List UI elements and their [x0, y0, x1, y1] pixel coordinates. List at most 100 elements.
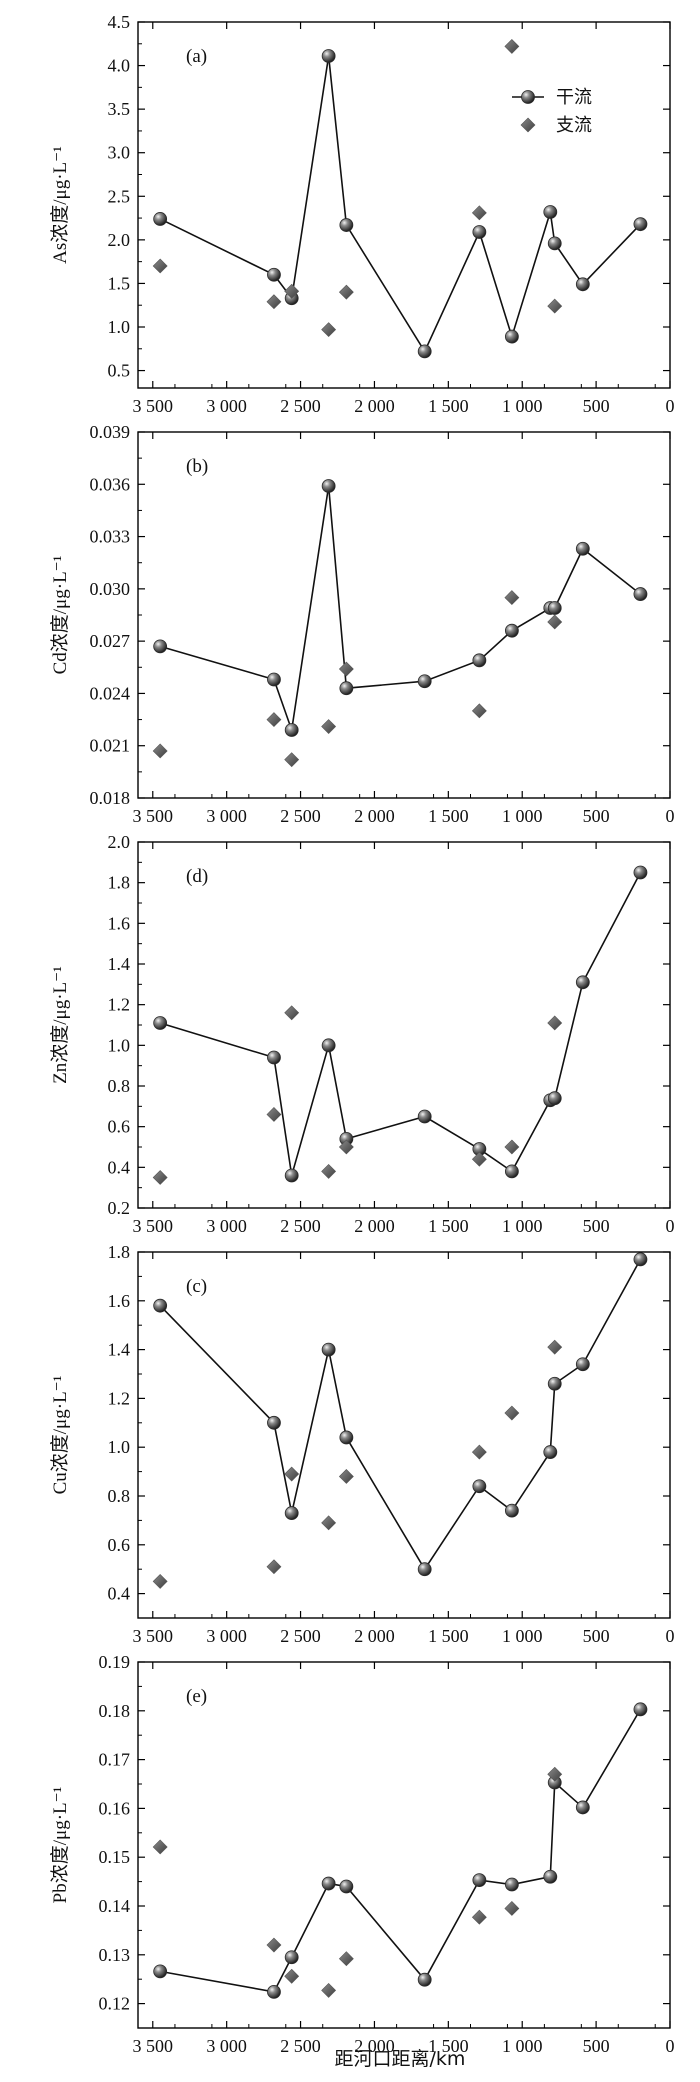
data-point-tributary	[504, 590, 520, 605]
y-tick-label: 1.2	[108, 995, 131, 1015]
data-point-mainstream	[284, 1168, 299, 1183]
x-tick-label: 1 000	[502, 396, 543, 416]
y-tick-label: 0.6	[108, 1535, 131, 1555]
data-point-tributary	[321, 1982, 337, 1998]
data-point-tributary	[504, 1139, 520, 1155]
series-mainstream	[153, 479, 648, 737]
panel-label: (e)	[186, 1686, 207, 1707]
data-point-mainstream	[472, 1479, 487, 1494]
data-point-mainstream	[284, 723, 299, 737]
chart-panel-1: 3 500 3 000 2 500 2 000 1 500 1 000 500 0 0.5 1.0…	[49, 12, 675, 416]
data-point-mainstream	[472, 225, 487, 239]
data-point-mainstream	[284, 1506, 299, 1520]
legend-label-mainstream: 干流	[556, 87, 592, 108]
x-tick-label: 0	[666, 1626, 675, 1646]
data-point-mainstream	[284, 1950, 299, 1965]
x-tick-label: 0	[666, 1216, 675, 1236]
data-point-tributary	[471, 1909, 487, 1925]
data-point-tributary	[547, 1015, 563, 1031]
y-tick-label: 0.8	[108, 1486, 131, 1506]
data-point-tributary	[338, 1951, 354, 1967]
y-tick-label: 0.2	[108, 1198, 131, 1218]
x-tick-label: 500	[583, 2036, 610, 2056]
data-point-tributary	[338, 284, 354, 300]
legend-label-tributary: 支流	[556, 115, 592, 136]
data-point-mainstream	[575, 277, 590, 292]
x-tick-label: 1 500	[428, 1626, 469, 1646]
x-tick-label: 2 500	[280, 2036, 321, 2056]
chart-panel-3: 3 500 3 000 2 500 2 000 1 500 1 000 500 0 0.2 0.4…	[49, 832, 675, 1236]
x-tick-label: 2 000	[354, 1626, 395, 1646]
y-tick-label: 1.4	[108, 954, 131, 974]
plot-frame	[137, 841, 671, 1209]
data-point-tributary	[284, 752, 300, 768]
panel-label: (d)	[186, 866, 208, 887]
x-tick-label: 500	[583, 806, 610, 826]
x-tick-label: 1 000	[502, 1626, 543, 1646]
x-tick-label: 3 500	[133, 806, 174, 826]
y-tick-label: 1.0	[108, 1035, 131, 1055]
x-tick-label: 1 500	[428, 396, 469, 416]
x-tick-label: 3 000	[206, 1626, 247, 1646]
data-point-mainstream	[504, 1503, 519, 1518]
data-point-mainstream	[472, 1873, 487, 1888]
x-tick-label: 1 000	[502, 2036, 543, 2056]
data-point-tributary	[284, 1968, 300, 1984]
data-point-mainstream	[547, 1091, 562, 1106]
y-tick-label: 0.024	[90, 683, 131, 703]
y-tick-label: 0.6	[108, 1117, 131, 1137]
data-point-mainstream	[153, 639, 168, 654]
x-tick-label: 1 500	[428, 1216, 469, 1236]
data-point-tributary	[471, 1151, 487, 1167]
y-tick-label: 0.4	[108, 1584, 131, 1604]
series-line	[160, 1708, 642, 1993]
x-tick-label: 500	[583, 396, 610, 416]
y-tick-label: 1.6	[108, 1291, 131, 1311]
data-point-tributary	[321, 1515, 337, 1531]
data-point-mainstream	[633, 587, 648, 601]
data-point-tributary	[152, 1573, 168, 1589]
panels-group: 3 500 3 000 2 500 2 000 1 500 1 000 500 0 0.5 1.0…	[49, 12, 675, 2056]
y-axis-label: As浓度/μg·L⁻¹	[49, 146, 71, 264]
x-tick-label: 3 000	[206, 1216, 247, 1236]
series-mainstream	[153, 1252, 648, 1577]
y-tick-label: 1.5	[108, 273, 131, 293]
data-point-mainstream	[547, 1376, 562, 1391]
series-tributary	[152, 38, 563, 338]
x-tick-label: 2 500	[280, 1216, 321, 1236]
y-tick-label: 1.6	[108, 913, 131, 933]
plot-frame	[137, 1251, 671, 1619]
y-tick-label: 2.0	[108, 230, 131, 250]
series-tributary	[152, 1339, 563, 1589]
data-point-tributary	[471, 205, 487, 221]
series-tributary	[152, 1766, 563, 1998]
plot-frame	[137, 1661, 671, 2029]
x-tick-label: 3 500	[133, 1626, 174, 1646]
x-tick-label: 1 000	[502, 806, 543, 826]
data-point-tributary	[321, 1163, 337, 1179]
data-point-mainstream	[543, 1445, 558, 1459]
y-tick-label: 0.030	[90, 579, 131, 599]
y-tick-label: 0.5	[108, 361, 131, 381]
x-tick-label: 3 000	[206, 2036, 247, 2056]
data-point-tributary	[266, 1937, 282, 1953]
y-tick-label: 4.5	[108, 12, 131, 32]
x-tick-label: 1 000	[502, 1216, 543, 1236]
y-tick-label: 1.2	[108, 1388, 131, 1408]
y-tick-label: 0.16	[99, 1798, 131, 1818]
data-point-mainstream	[417, 674, 432, 689]
chart-panel-4: 3 500 3 000 2 500 2 000 1 500 1 000 500 0 0.4 0.6…	[49, 1242, 675, 1646]
x-tick-label: 0	[666, 396, 675, 416]
y-tick-label: 0.15	[99, 1847, 131, 1867]
data-point-tributary	[338, 1139, 354, 1155]
data-point-tributary	[284, 1005, 300, 1021]
x-tick-label: 500	[583, 1626, 610, 1646]
y-tick-label: 0.12	[99, 1994, 131, 2014]
data-point-mainstream	[321, 1876, 336, 1891]
data-point-mainstream	[339, 218, 354, 232]
data-point-mainstream	[543, 205, 558, 219]
data-point-tributary	[266, 294, 282, 310]
data-point-mainstream	[153, 212, 168, 226]
data-point-mainstream	[321, 479, 336, 493]
x-tick-label: 3 500	[133, 1216, 174, 1236]
